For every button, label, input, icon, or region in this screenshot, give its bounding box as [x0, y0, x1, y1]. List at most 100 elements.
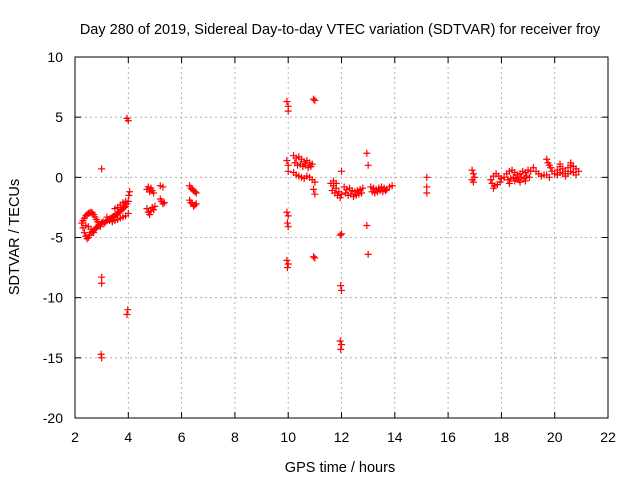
data-point: [543, 155, 551, 163]
data-point: [159, 200, 167, 208]
x-tick-label: 6: [178, 429, 186, 445]
grid-lines: [75, 57, 608, 418]
data-point: [283, 256, 291, 264]
x-tick-label: 10: [280, 429, 296, 445]
data-point: [338, 341, 345, 349]
data-point: [511, 177, 519, 185]
data-point: [283, 264, 291, 272]
data-point: [310, 185, 318, 193]
data-point: [103, 213, 111, 221]
data-point: [123, 311, 131, 319]
data-point: [556, 160, 564, 168]
data-point: [98, 279, 106, 287]
y-tick-label: 0: [55, 169, 63, 185]
data-point: [336, 337, 344, 345]
data-point: [423, 189, 431, 197]
y-tick-label: -15: [43, 350, 63, 366]
data-point: [160, 199, 168, 207]
data-point: [388, 182, 396, 190]
data-point: [311, 96, 319, 104]
data-point: [126, 188, 134, 196]
data-point: [87, 225, 95, 233]
data-point: [363, 149, 371, 157]
data-point: [98, 354, 106, 362]
data-point: [468, 166, 476, 174]
data-point: [311, 190, 319, 198]
data-point: [124, 209, 132, 217]
y-tick-label: 10: [47, 49, 63, 65]
data-points: [78, 95, 583, 362]
data-point: [310, 95, 318, 103]
data-point: [338, 167, 345, 175]
data-point: [525, 173, 533, 181]
data-point: [283, 219, 291, 227]
data-point: [159, 183, 167, 191]
data-point: [338, 230, 345, 238]
data-point: [307, 163, 315, 171]
data-point: [545, 173, 553, 181]
data-point: [572, 171, 580, 179]
data-point: [500, 173, 508, 181]
data-point: [151, 202, 159, 210]
data-point: [337, 345, 345, 353]
data-point: [283, 156, 291, 164]
data-point: [192, 200, 200, 208]
data-point: [187, 199, 195, 207]
data-point: [284, 161, 292, 169]
data-point: [311, 178, 319, 186]
data-point: [336, 194, 344, 202]
data-point: [311, 254, 319, 262]
axis-ticks: 2 4 6 8 10 12 14 16 18 20 22 -20 -15 -10 -5 0 5 10: [43, 49, 616, 445]
data-point: [469, 170, 477, 178]
data-point: [96, 223, 104, 231]
data-point: [150, 189, 158, 197]
data-point: [423, 183, 431, 191]
data-point: [381, 187, 389, 195]
data-point: [146, 211, 154, 219]
x-tick-label: 12: [334, 429, 350, 445]
data-point: [521, 177, 529, 185]
data-point: [80, 229, 88, 237]
data-point: [364, 161, 372, 169]
data-point: [338, 190, 345, 198]
data-point: [83, 235, 91, 243]
x-axis-label: GPS time / hours: [285, 460, 395, 476]
data-point: [283, 98, 291, 106]
data-point: [364, 250, 372, 258]
data-point: [359, 184, 367, 192]
data-point: [90, 229, 98, 237]
x-tick-label: 20: [547, 429, 563, 445]
data-point: [283, 208, 291, 216]
data-point: [423, 173, 431, 181]
data-point: [191, 201, 199, 209]
data-point: [357, 189, 365, 197]
data-point: [332, 179, 340, 187]
data-point: [192, 189, 200, 197]
data-point: [143, 205, 151, 213]
data-point: [122, 197, 130, 205]
y-tick-label: 5: [55, 109, 63, 125]
y-tick-label: -20: [43, 410, 63, 426]
data-point: [284, 260, 292, 268]
data-point: [516, 178, 524, 186]
data-point: [284, 107, 292, 115]
data-point: [363, 221, 371, 229]
data-point: [125, 191, 133, 199]
data-point: [337, 282, 345, 290]
data-point: [284, 167, 292, 175]
data-point: [487, 176, 495, 184]
data-point: [547, 164, 555, 172]
data-point: [98, 165, 106, 173]
data-point: [120, 203, 128, 211]
data-point: [191, 188, 199, 196]
data-point: [336, 231, 344, 239]
y-axis-label: SDTVAR / TECUs: [7, 179, 23, 295]
data-point: [310, 253, 318, 261]
data-point: [489, 184, 497, 192]
data-point: [575, 167, 583, 175]
data-point: [124, 306, 132, 314]
y-tick-label: -10: [43, 290, 63, 306]
x-tick-label: 18: [494, 429, 510, 445]
chart-title: Day 280 of 2019, Sidereal Day-to-day VTE…: [80, 22, 601, 38]
